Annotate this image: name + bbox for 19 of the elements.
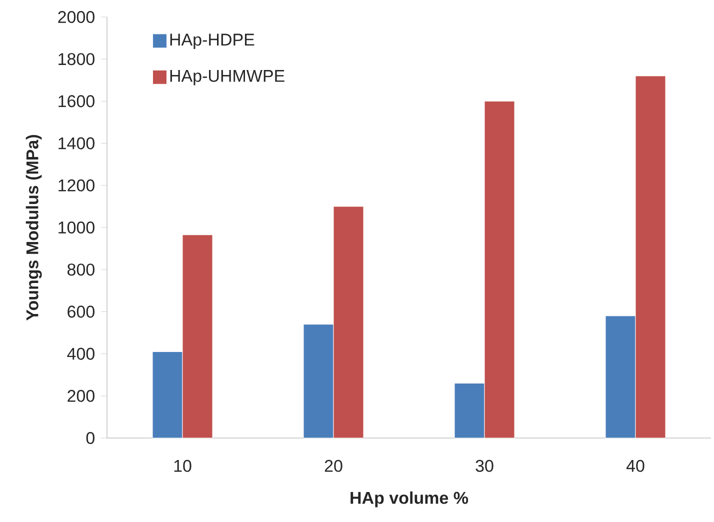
x-tick-label: 40 <box>626 460 644 472</box>
y-tick-label: 1400 <box>58 137 94 150</box>
y-tick-label: 0 <box>86 432 94 444</box>
legend-label: HAp-UHMWPE <box>170 70 284 86</box>
y-tick-label: 1000 <box>58 221 94 234</box>
x-tick-label: 30 <box>476 460 494 472</box>
y-tick-label: 1200 <box>58 179 94 192</box>
y-tick-label: 800 <box>68 264 94 276</box>
x-tick-label: 20 <box>324 460 342 472</box>
y-tick-label: 200 <box>68 390 94 402</box>
y-tick-label: 1800 <box>58 53 94 66</box>
y-axis-title: Youngs Modulus (MPa) <box>26 135 42 321</box>
y-tick-label: 2000 <box>58 10 94 24</box>
y-tick-label: 1600 <box>58 95 94 108</box>
x-axis-title: HAp volume % <box>350 491 468 508</box>
y-tick-label: 400 <box>67 348 94 360</box>
y-tick-label: 600 <box>68 306 94 318</box>
legend-label: HAp-HDPE <box>170 34 254 50</box>
x-tick-label: 10 <box>174 460 192 472</box>
